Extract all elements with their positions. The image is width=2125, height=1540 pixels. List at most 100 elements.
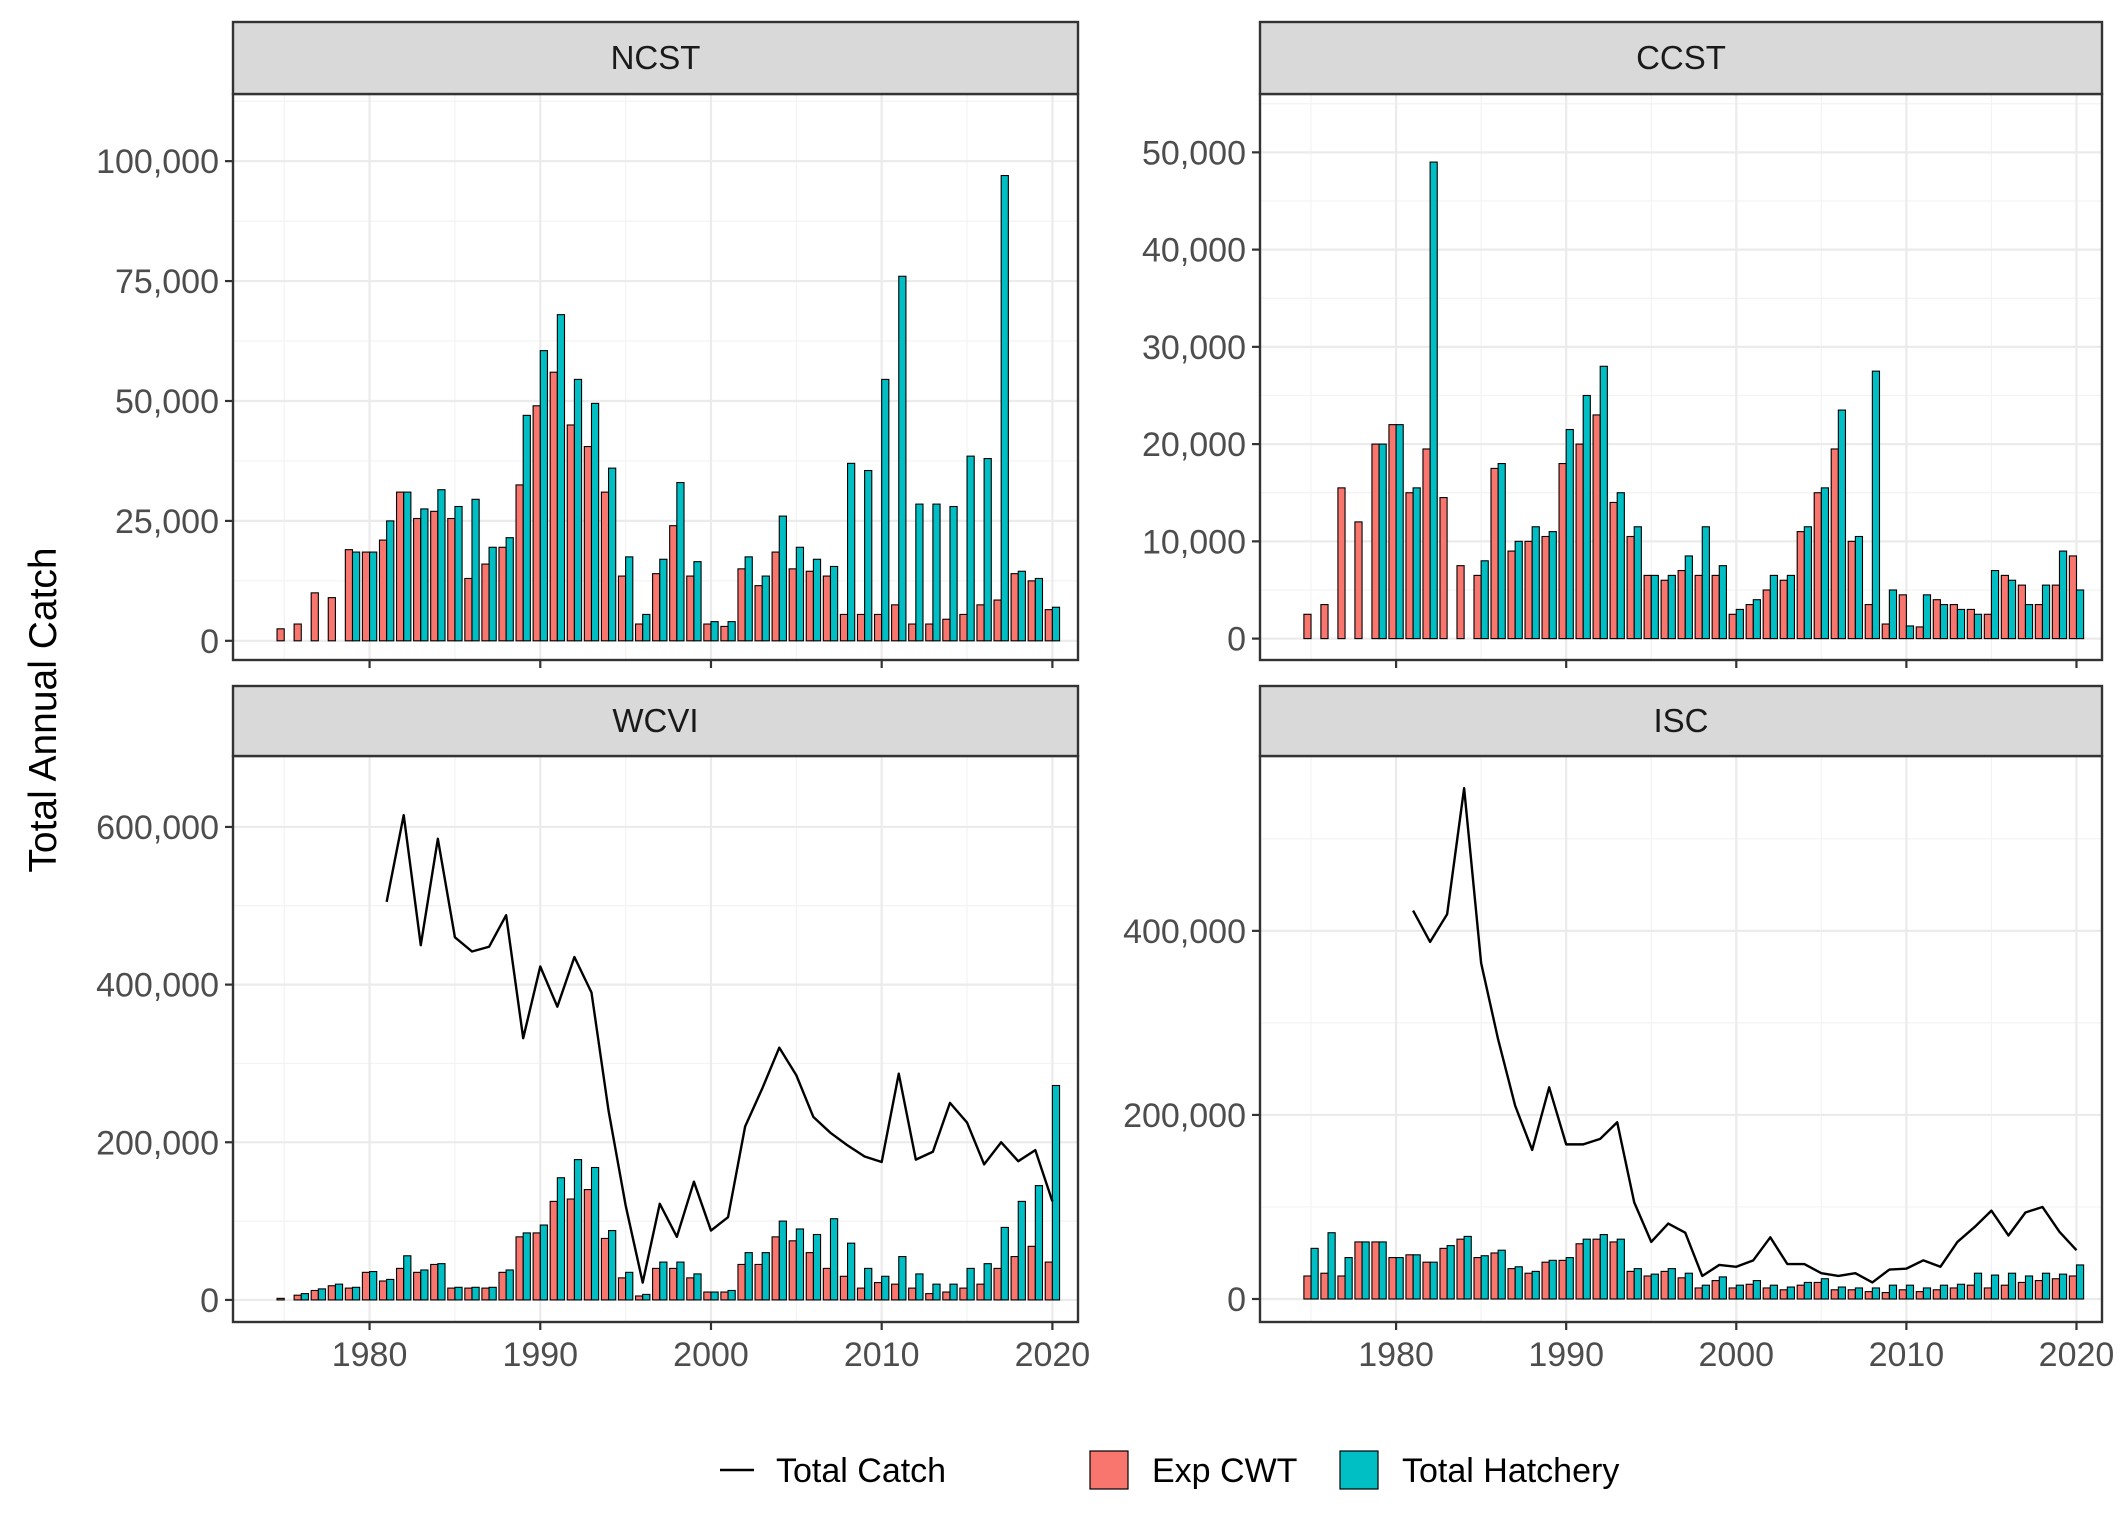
bar-exp-cwt bbox=[687, 1278, 694, 1300]
bar-total-hatchery bbox=[899, 276, 906, 641]
bar-total-hatchery bbox=[1549, 1260, 1556, 1299]
bar-total-hatchery bbox=[830, 1219, 837, 1300]
panel-ccst: CCST010,00020,00030,00040,00050,000 bbox=[1142, 22, 2102, 668]
bar-total-hatchery bbox=[1685, 556, 1692, 639]
bar-exp-cwt bbox=[431, 1264, 438, 1299]
bar-exp-cwt bbox=[1950, 1288, 1957, 1299]
panel-ncst: NCST 0 25,000 50,000 75,000 100,000 bbox=[96, 22, 1078, 668]
bar-exp-cwt bbox=[926, 1294, 933, 1300]
bar-exp-cwt bbox=[1933, 1290, 1940, 1299]
bar-total-hatchery bbox=[1600, 366, 1607, 638]
bar-total-hatchery bbox=[728, 622, 735, 641]
legend-label: Exp CWT bbox=[1152, 1452, 1297, 1490]
bar-total-hatchery bbox=[591, 403, 598, 640]
y-tick-label: 0 bbox=[1227, 621, 1246, 659]
bar-total-hatchery bbox=[967, 1268, 974, 1300]
bar-exp-cwt bbox=[1661, 580, 1668, 638]
bar-exp-cwt bbox=[670, 526, 677, 641]
bar-exp-cwt bbox=[465, 1288, 472, 1300]
bar-total-hatchery bbox=[1719, 566, 1726, 639]
bar-exp-cwt bbox=[1304, 614, 1311, 638]
bar-total-hatchery bbox=[762, 576, 769, 641]
bar-exp-cwt bbox=[379, 540, 386, 641]
bar-exp-cwt bbox=[1406, 1255, 1413, 1299]
bar-total-hatchery bbox=[1770, 575, 1777, 638]
strip-label: NCST bbox=[611, 39, 701, 76]
bar-total-hatchery bbox=[1855, 536, 1862, 638]
bar-total-hatchery bbox=[1481, 561, 1488, 639]
bar-total-hatchery bbox=[711, 622, 718, 641]
bar-exp-cwt bbox=[1610, 502, 1617, 638]
bar-total-hatchery bbox=[574, 1160, 581, 1300]
bar-total-hatchery bbox=[1447, 1246, 1454, 1299]
bar-exp-cwt bbox=[823, 1268, 830, 1300]
bar-total-hatchery bbox=[1311, 1248, 1318, 1299]
bar-exp-cwt bbox=[1508, 1269, 1515, 1299]
bar-total-hatchery bbox=[1940, 605, 1947, 639]
bar-exp-cwt bbox=[618, 576, 625, 641]
bar-total-hatchery bbox=[2059, 1274, 2066, 1299]
bar-total-hatchery bbox=[1052, 1086, 1059, 1300]
bar-total-hatchery bbox=[813, 1235, 820, 1300]
bar-exp-cwt bbox=[1848, 541, 1855, 638]
bar-exp-cwt bbox=[2035, 605, 2042, 639]
bar-total-hatchery bbox=[2025, 1276, 2032, 1299]
bar-total-hatchery bbox=[865, 471, 872, 641]
y-tick-label: 20,000 bbox=[1142, 426, 1246, 464]
bar-exp-cwt bbox=[1695, 1288, 1702, 1299]
panel-isc: ISC 0 200,000 400,000 1980 1990 2000 2010 2020 bbox=[1123, 686, 2114, 1374]
bar-total-hatchery bbox=[1566, 430, 1573, 639]
bar-exp-cwt bbox=[379, 1281, 386, 1300]
bar-total-hatchery bbox=[933, 504, 940, 641]
bar-exp-cwt bbox=[1508, 551, 1515, 639]
bar-exp-cwt bbox=[1780, 1290, 1787, 1299]
x-tick-label: 1980 bbox=[332, 1336, 408, 1374]
bar-total-hatchery bbox=[472, 499, 479, 641]
y-tick-label: 75,000 bbox=[115, 263, 219, 301]
bar-total-hatchery bbox=[2059, 551, 2066, 639]
bar-total-hatchery bbox=[1396, 1258, 1403, 1299]
bar-exp-cwt bbox=[499, 1272, 506, 1300]
bar-exp-cwt bbox=[1491, 468, 1498, 638]
bar-exp-cwt bbox=[1763, 590, 1770, 639]
bar-total-hatchery bbox=[1991, 1275, 1998, 1299]
bar-total-hatchery bbox=[523, 415, 530, 640]
bar-exp-cwt bbox=[857, 614, 864, 640]
bar-total-hatchery bbox=[591, 1167, 598, 1299]
bar-exp-cwt bbox=[857, 1288, 864, 1300]
bar-total-hatchery bbox=[1396, 425, 1403, 639]
bar-exp-cwt bbox=[1831, 449, 1838, 639]
bar-exp-cwt bbox=[1984, 1288, 1991, 1299]
bar-exp-cwt bbox=[294, 624, 301, 641]
bar-total-hatchery bbox=[1651, 1274, 1658, 1299]
bar-exp-cwt bbox=[1423, 1262, 1430, 1299]
bar-total-hatchery bbox=[813, 559, 820, 641]
bar-exp-cwt bbox=[601, 492, 608, 641]
bar-total-hatchery bbox=[933, 1284, 940, 1300]
bar-exp-cwt bbox=[721, 626, 728, 640]
y-tick-label: 50,000 bbox=[115, 383, 219, 421]
bar-exp-cwt bbox=[567, 1199, 574, 1300]
bar-total-hatchery bbox=[2042, 1273, 2049, 1299]
bar-exp-cwt bbox=[516, 1237, 523, 1300]
y-tick-label: 400,000 bbox=[1123, 913, 1246, 951]
bar-exp-cwt bbox=[277, 629, 284, 641]
bar-exp-cwt bbox=[1045, 610, 1052, 641]
bar-exp-cwt bbox=[875, 1283, 882, 1300]
bar-total-hatchery bbox=[1498, 464, 1505, 639]
bar-exp-cwt bbox=[909, 1288, 916, 1300]
bar-exp-cwt bbox=[772, 1237, 779, 1300]
bar-exp-cwt bbox=[1678, 571, 1685, 639]
bar-total-hatchery bbox=[694, 1274, 701, 1300]
bar-exp-cwt bbox=[1865, 1292, 1872, 1299]
bar-total-hatchery bbox=[660, 559, 667, 641]
bar-total-hatchery bbox=[404, 492, 411, 641]
bar-exp-cwt bbox=[755, 1264, 762, 1299]
bar-exp-cwt bbox=[1882, 1293, 1889, 1299]
bar-total-hatchery bbox=[2076, 590, 2083, 639]
bar-exp-cwt bbox=[482, 1288, 489, 1300]
bar-exp-cwt bbox=[465, 578, 472, 640]
bar-total-hatchery bbox=[1515, 541, 1522, 638]
bar-exp-cwt bbox=[1746, 1284, 1753, 1299]
